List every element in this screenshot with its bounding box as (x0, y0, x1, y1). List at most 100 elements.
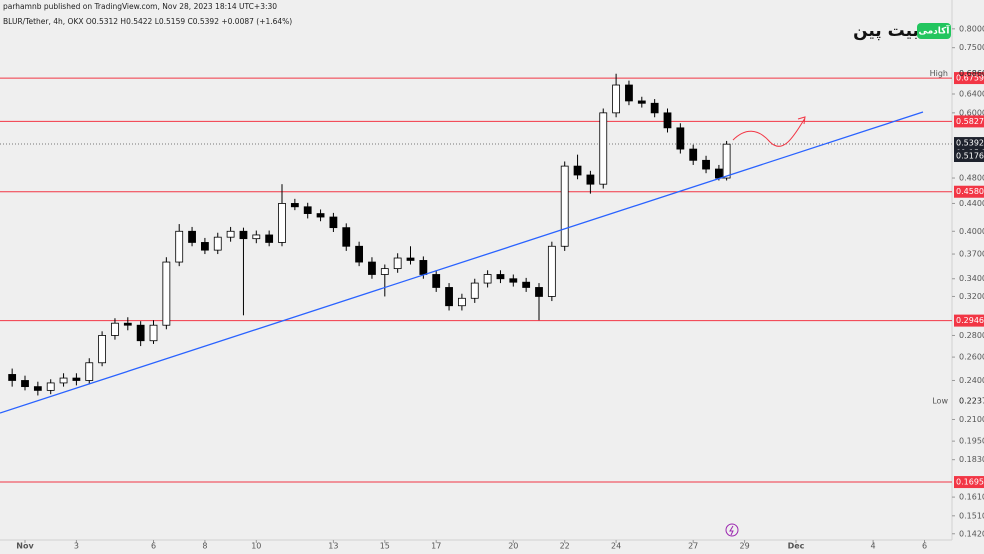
candle-body (496, 274, 505, 280)
x-tick-label: Nov (16, 542, 34, 551)
candle-body (98, 335, 107, 364)
candle-body (355, 245, 364, 263)
candle-body (175, 230, 184, 263)
marker-name: Low (932, 397, 948, 406)
last-price-label: 0.5392 (956, 139, 984, 148)
x-tick-label: 22 (560, 542, 570, 551)
candle-body (201, 242, 209, 251)
level-label: 0.1695 (956, 478, 984, 487)
x-tick-label: 6 (151, 542, 156, 551)
candle-body (72, 377, 81, 381)
candle-body (59, 377, 68, 384)
trend-line (0, 111, 924, 414)
x-tick-label: 3 (74, 542, 79, 551)
x-tick-label: 27 (688, 542, 698, 551)
level-label: 0.2946 (956, 316, 984, 325)
x-tick-label: 4 (871, 542, 876, 551)
x-tick-label: 29 (740, 542, 750, 551)
candle-body (329, 216, 338, 229)
level-label: 0.6759 (956, 74, 984, 83)
y-tick-label: 0.1420 (959, 529, 984, 538)
candle-body (188, 230, 196, 243)
candle-body (483, 274, 492, 284)
x-tick-label: 10 (251, 542, 261, 551)
candle-body (213, 236, 222, 251)
candle-body (715, 168, 723, 179)
candle-body (432, 274, 441, 288)
candle-body (226, 230, 235, 238)
candle-body (535, 287, 543, 297)
candle-body (265, 234, 274, 243)
candle-body (111, 322, 119, 336)
level-box (954, 185, 984, 198)
x-tick-label: 15 (380, 542, 390, 551)
candle-body (21, 380, 29, 388)
marker-label: 0.2237 (959, 397, 984, 406)
candle-body (445, 287, 453, 307)
extra-price-label: 0.5176 (956, 152, 984, 161)
candle-body (136, 324, 145, 342)
candle-body (586, 174, 595, 185)
symbol-info: BLUR/Tether, 4h, OKX O0.5312 H0.5422 L0.… (3, 17, 292, 26)
marker-name: High (930, 69, 948, 78)
x-tick-label: 17 (431, 542, 441, 551)
candle-body (8, 374, 17, 381)
level-label: 0.4580 (956, 187, 984, 196)
logo-text: بیت پین (853, 21, 919, 41)
candle-body (599, 112, 608, 185)
candle-body (33, 386, 42, 391)
candle-body (368, 261, 376, 275)
projection-arrow (732, 116, 806, 147)
x-tick-label: 24 (611, 542, 621, 551)
candle-body (637, 100, 646, 104)
candle-body (547, 245, 556, 297)
candle-body (393, 257, 402, 270)
publisher: parhamnb published on TradingView.com, N… (3, 2, 277, 11)
candle-body (239, 230, 248, 240)
candle-body (278, 203, 286, 243)
logo-badge (917, 23, 951, 39)
level-box (954, 115, 984, 128)
candle-body (522, 281, 531, 288)
candle-body (290, 203, 299, 208)
candle-body (162, 261, 171, 326)
candle-body (46, 382, 55, 391)
x-tick-label: 6 (922, 542, 927, 551)
logo-badge-text: آکادمی (919, 25, 951, 37)
level-box (954, 72, 984, 85)
candle-body (342, 227, 351, 247)
level-box (954, 476, 984, 489)
candle-body (689, 148, 698, 161)
candle-body (663, 112, 672, 129)
candle-body (612, 84, 621, 114)
candle-body (560, 165, 569, 247)
candle-body (406, 257, 415, 261)
x-tick-label: 8 (202, 542, 207, 551)
candle-body (676, 127, 685, 150)
candle-body (509, 278, 518, 283)
candle-body (573, 165, 582, 176)
candle-body (316, 213, 325, 218)
candle-body (380, 268, 389, 275)
candle-body (303, 206, 312, 214)
event-icon (729, 525, 734, 536)
x-tick-label: Dec (788, 542, 805, 551)
